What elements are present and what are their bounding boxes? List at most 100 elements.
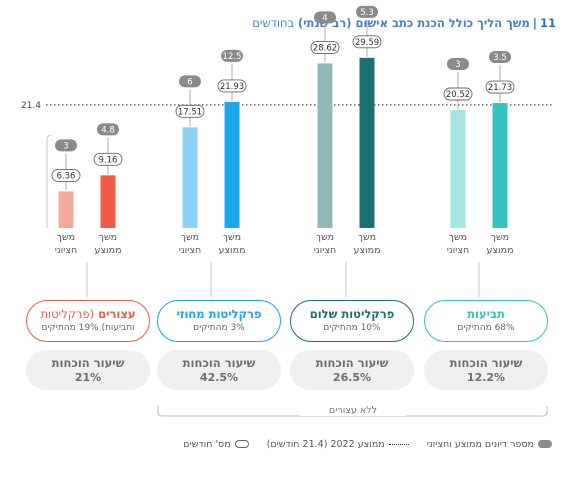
x-label-peace-mean-1: משך xyxy=(358,232,376,243)
legend-label-cases: מספר דיונים ממוצע וחציוני xyxy=(426,438,534,450)
group-name-prosecution: תביעות xyxy=(467,307,505,321)
x-label-peace-median-2: חציוני xyxy=(314,245,336,256)
group-name-suffix-line1-detainees: (פרקליטות xyxy=(40,307,95,321)
conviction-box-peace: שיעור הוכחות 26.5% xyxy=(290,350,414,390)
value-label-prosecution-mean: 21.73 xyxy=(488,83,512,93)
value-label-peace-median: 28.62 xyxy=(313,43,337,53)
conviction-rate-detainees: 21% xyxy=(74,370,102,384)
cases-label-detainees-median: 3 xyxy=(63,141,68,151)
value-pill-detainees-median xyxy=(51,168,81,182)
cases-pill-prosecution-mean xyxy=(489,51,511,64)
filled-pill-icon xyxy=(538,440,552,448)
value-label-detainees-mean: 9.16 xyxy=(99,155,118,165)
value-pill-peace-median xyxy=(310,40,340,54)
cases-pill-peace-mean xyxy=(356,5,378,18)
group-sub-prosecution: 68% מהתיקים xyxy=(457,323,515,333)
bar-chart: 21.4 6.36 3 משך חציוני 9.16 4.8 משך ממוצע 17.51 6 מ… xyxy=(21,5,553,297)
conviction-box-prosecution: שיעור הוכחות 12.2% xyxy=(424,350,548,390)
dotted-line-icon xyxy=(388,443,409,445)
group-name-district: פרקליטות מחוזי xyxy=(176,307,262,321)
chart-number: 11 xyxy=(539,16,556,30)
x-label-prosecution-median-2: חציוני xyxy=(447,245,469,256)
cases-pill-district-median xyxy=(179,75,201,88)
value-label-district-mean: 21.93 xyxy=(220,82,244,92)
no-detainees-label: ללא עצורים xyxy=(300,405,406,416)
value-pill-prosecution-median xyxy=(443,87,473,101)
legend-item-months: מס' חודשים xyxy=(183,438,249,450)
x-label-district-median-2: חציוני xyxy=(179,245,201,256)
outline-pill-icon xyxy=(234,440,249,448)
bar-peace-median xyxy=(317,63,333,229)
detainees-bracket xyxy=(46,134,52,228)
title-main: משך הליך כולל הכנת כתב אישום (רב שנתי) xyxy=(297,16,530,30)
group-name-peace: פרקליטות שלום xyxy=(309,307,395,321)
x-label-district-mean-1: משך xyxy=(223,232,241,243)
group-sub-district: 3% מהתיקים xyxy=(193,323,245,333)
x-label-detainees-median-2: חציוני xyxy=(55,245,77,256)
bar-district-median xyxy=(182,127,198,228)
reference-line-label: 21.4 xyxy=(21,101,41,111)
value-pill-prosecution-mean xyxy=(485,80,515,94)
conviction-label-district: שיעור הוכחות xyxy=(182,355,256,370)
legend-label-months: מס' חודשים xyxy=(183,438,231,450)
title-separator: | xyxy=(532,16,537,30)
group-title-detainees: עצורים (פרקליטות xyxy=(40,307,135,322)
x-label-detainees-median-1: משך xyxy=(57,232,75,243)
x-label-district-mean-2: ממוצע xyxy=(218,245,245,256)
group-box-peace: פרקליטות שלום 10% מהתיקים xyxy=(290,300,414,342)
group-box-district: פרקליטות מחוזי 3% מהתיקים xyxy=(157,300,281,342)
group-sub-peace: 10% מהתיקים xyxy=(323,323,381,333)
bar-prosecution-mean xyxy=(492,103,508,228)
x-label-peace-mean-2: ממוצע xyxy=(353,245,380,256)
cases-pill-detainees-mean xyxy=(97,123,119,136)
value-pill-detainees-mean xyxy=(93,152,123,166)
title-suffix: בחודשים xyxy=(252,16,295,30)
legend-item-average: ממוצע 2022 (21.4 חודשים) xyxy=(267,439,409,450)
bar-peace-mean xyxy=(359,57,375,228)
conviction-rate-peace: 26.5% xyxy=(332,370,372,384)
conviction-label-prosecution: שיעור הוכחות xyxy=(449,355,523,370)
legend: מספר דיונים ממוצע וחציוני ממוצע 2022 (21… xyxy=(12,436,552,452)
cases-pill-prosecution-median xyxy=(447,58,469,71)
cases-label-detainees-mean: 4.8 xyxy=(101,125,115,135)
cases-label-prosecution-mean: 3.5 xyxy=(493,53,507,63)
legend-item-cases: מספר דיונים ממוצע וחציוני xyxy=(427,439,552,450)
value-pill-peace-mean xyxy=(352,35,382,49)
x-label-detainees-mean-1: משך xyxy=(99,232,117,243)
conviction-rate-prosecution: 12.2% xyxy=(466,370,506,384)
conviction-rate-district: 42.5% xyxy=(199,370,239,384)
conviction-box-district: שיעור הוכחות 42.5% xyxy=(157,350,281,390)
cases-label-prosecution-median: 3 xyxy=(455,60,460,70)
cases-label-district-median: 6 xyxy=(187,77,192,87)
group-box-prosecution: תביעות 68% מהתיקים xyxy=(424,300,548,342)
cases-label-peace-mean: 5.3 xyxy=(360,8,374,18)
legend-label-average: ממוצע 2022 (21.4 חודשים) xyxy=(266,438,385,450)
bar-prosecution-median xyxy=(450,110,466,228)
cases-pill-peace-median xyxy=(314,11,336,24)
x-label-detainees-mean-2: ממוצע xyxy=(94,245,121,256)
x-label-peace-median-1: משך xyxy=(316,232,334,243)
chart-title: 11|משך הליך כולל הכנת כתב אישום (רב שנתי… xyxy=(16,16,556,30)
no-detainees-bracket xyxy=(157,406,548,417)
conviction-label-peace: שיעור הוכחות xyxy=(315,355,389,370)
x-label-prosecution-mean-1: משך xyxy=(491,232,509,243)
cases-pill-district-mean xyxy=(221,49,243,62)
x-label-prosecution-median-1: משך xyxy=(449,232,467,243)
cases-pill-detainees-median xyxy=(55,139,77,152)
bar-district-mean xyxy=(224,101,240,228)
x-label-prosecution-mean-2: ממוצע xyxy=(486,245,513,256)
group-box-detainees: עצורים (פרקליטות ותביעות) 19% מהתיקים xyxy=(26,300,150,342)
group-sub-detainees: ותביעות) 19% מהתיקים xyxy=(41,323,135,333)
value-label-district-median: 17.51 xyxy=(178,107,202,117)
value-pill-district-median xyxy=(175,104,205,118)
value-label-prosecution-median: 20.52 xyxy=(446,90,470,100)
bar-detainees-mean xyxy=(100,175,116,228)
value-pill-district-mean xyxy=(217,79,247,93)
x-label-district-median-1: משך xyxy=(181,232,199,243)
conviction-box-detainees: שיעור הוכחות 21% xyxy=(26,350,150,390)
cases-label-peace-median: 4 xyxy=(322,13,327,23)
group-name-detainees: עצורים xyxy=(98,307,136,321)
value-label-detainees-median: 6.36 xyxy=(57,171,76,181)
cases-label-district-mean: 12.5 xyxy=(223,52,242,62)
conviction-label-detainees: שיעור הוכחות xyxy=(51,355,125,370)
